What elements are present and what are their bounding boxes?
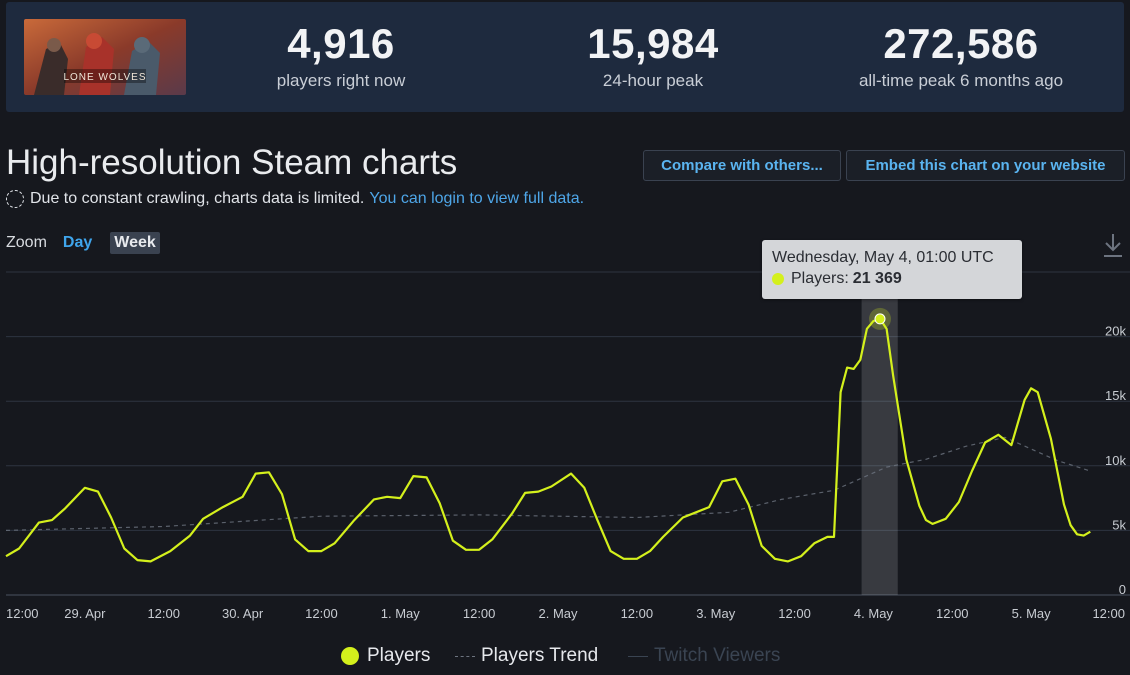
legend-players[interactable]: Players [341,645,430,667]
highlight-point [874,313,886,325]
highlight-band-layer [861,272,898,595]
x-tick-label: 2. May [538,606,578,621]
tooltip-series-name: Players: [791,270,849,287]
x-tick-label: 3. May [696,606,736,621]
highlight-marker-layer [869,307,891,330]
highlight-band [861,272,898,595]
stat-24h-peak: 15,984 24-hour peak [558,18,748,92]
y-tick-label: 10k [1105,453,1126,468]
game-thumbnail[interactable]: LONE WOLVES [24,19,186,95]
zoom-week-button[interactable]: Week [110,232,160,254]
y-tick-label: 5k [1112,517,1126,532]
page-title: High-resolution Steam charts [6,143,458,182]
legend-trend-marker [455,655,475,657]
x-tick-label: 12:00 [463,606,496,621]
game-logo-text: LONE WOLVES [63,72,146,83]
stat-current-players: 4,916 players right now [246,18,436,92]
legend-trend-label: Players Trend [481,645,599,666]
login-link[interactable]: You can login to view full data. [369,190,585,207]
chart-grid [6,271,1130,596]
all-time-peak-value: 272,586 [883,20,1039,67]
dashed-circle-icon [6,190,24,208]
zoom-label: Zoom [6,234,47,251]
x-tick-label: 12:00 [305,606,338,621]
all-time-peak-label: all-time peak 6 months ago [858,71,1064,90]
x-tick-label: 5. May [1012,606,1052,621]
legend-twitch-label: Twitch Viewers [654,645,781,666]
trend-line-layer [5,436,1091,531]
notice-text: Due to constant crawling, charts data is… [30,190,365,207]
players-line [5,317,1091,563]
players-line-layer [5,317,1091,563]
legend-players-marker [341,647,359,665]
24h-peak-value: 15,984 [587,20,719,67]
x-tick-label: 1. May [381,606,421,621]
y-tick-label: 15k [1105,388,1126,403]
x-tick-label: 4. May [854,606,894,621]
y-tick-label: 0 [1119,582,1126,597]
current-players-value: 4,916 [287,20,395,67]
x-tick-label: 12:00 [6,606,39,621]
x-tick-label: 12:00 [147,606,180,621]
data-limit-notice: Due to constant crawling, charts data is… [6,190,584,208]
embed-chart-button[interactable]: Embed this chart on your website [846,150,1125,181]
legend-twitch-marker [628,655,648,657]
game-artwork: LONE WOLVES [24,19,186,95]
x-tick-label: 12:00 [936,606,969,621]
tooltip-value: 21 369 [852,270,902,287]
zoom-controls: Zoom Day Week [6,232,160,254]
x-tick-label: 29. Apr [64,606,106,621]
24h-peak-label: 24-hour peak [602,71,704,90]
current-players-label: players right now [276,71,406,90]
compare-button[interactable]: Compare with others... [643,150,841,181]
x-tick-label: 12:00 [778,606,811,621]
legend-players-trend[interactable]: Players Trend [455,645,598,667]
chart-legend: Players Players Trend Twitch Viewers [0,645,1130,669]
stats-bar: LONE WOLVES 4,916 players right now 15,9… [6,2,1124,112]
players-trend-line [5,436,1091,531]
x-tick-label: 30. Apr [222,606,264,621]
x-axis-labels: 12:00 29. Apr 12:00 30. Apr 12:00 1. May 12:00… [6,606,1125,621]
y-axis-labels: 0 5k 10k 15k 20k [1105,324,1126,597]
legend-twitch-viewers[interactable]: Twitch Viewers [628,645,780,667]
tooltip-date: Wednesday, May 4, 01:00 UTC [772,249,994,266]
x-tick-label: 12:00 [621,606,654,621]
stat-all-time-peak: 272,586 all-time peak 6 months ago [826,18,1096,92]
chart-tooltip: Wednesday, May 4, 01:00 UTC Players: 21 … [762,240,1022,299]
download-icon[interactable] [1101,232,1125,260]
tooltip-series-dot [772,273,784,285]
tooltip-series-row: Players: 21 369 [772,270,1022,288]
zoom-day-button[interactable]: Day [62,234,93,251]
y-tick-label: 20k [1105,324,1126,339]
legend-players-label: Players [367,645,431,666]
x-tick-label: 12:00 [1092,606,1125,621]
